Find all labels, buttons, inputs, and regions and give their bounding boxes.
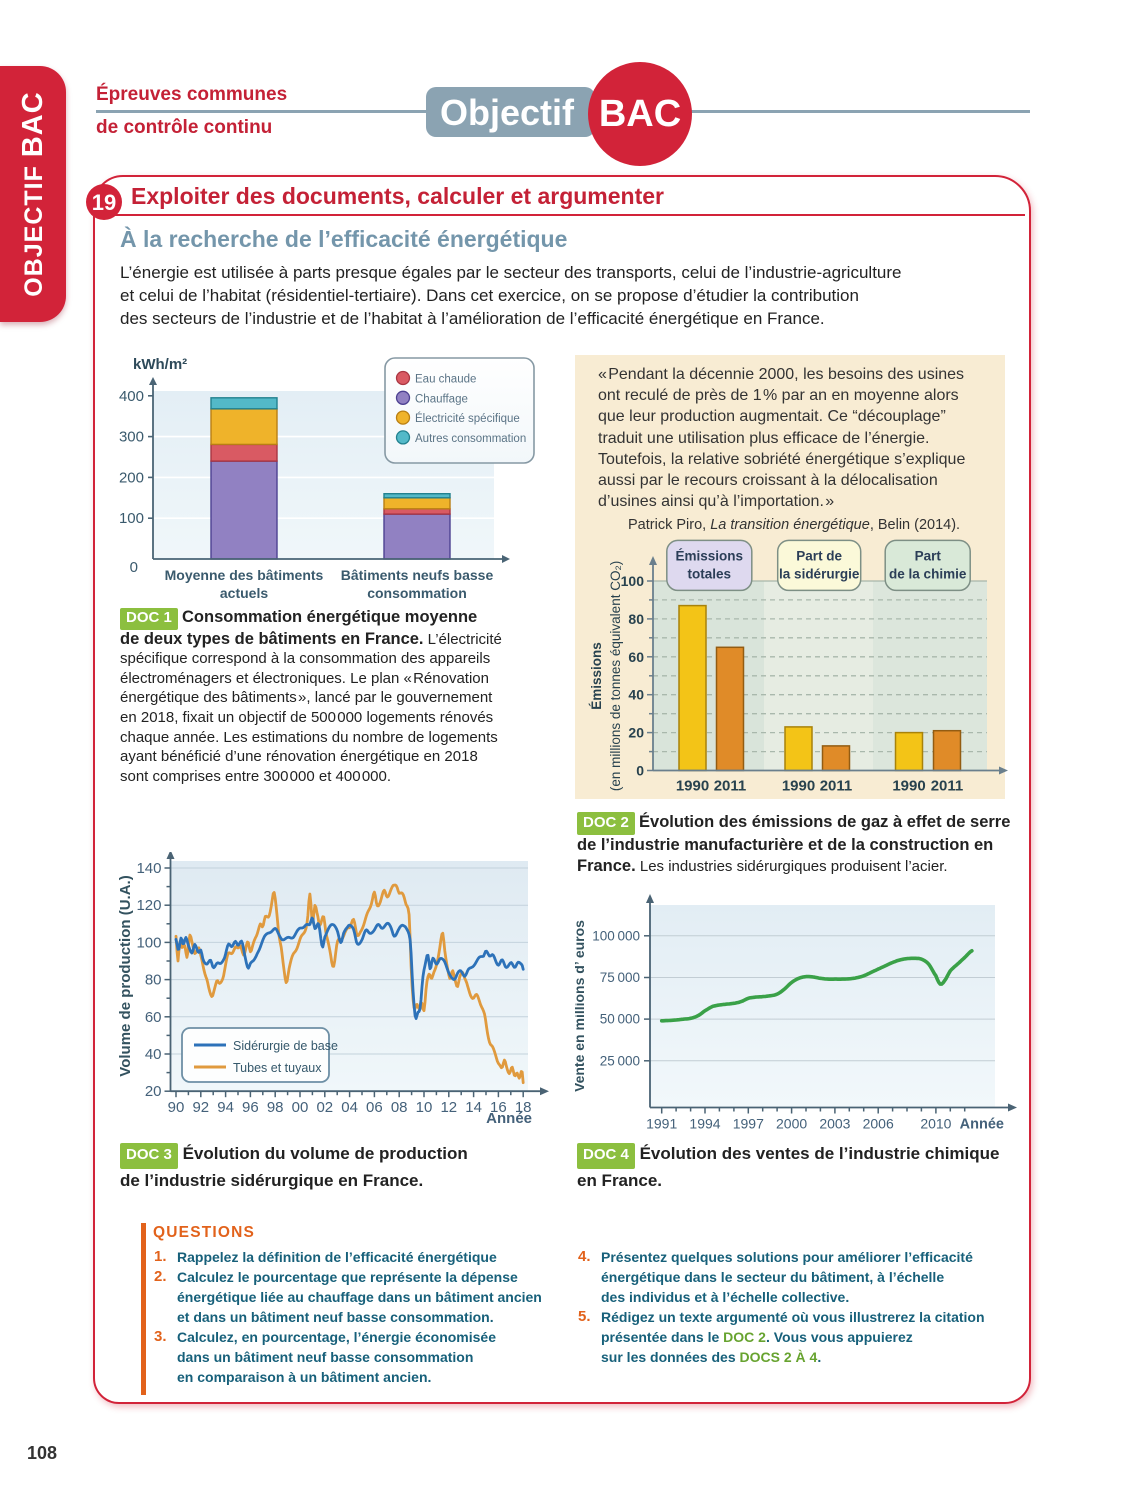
svg-text:Émissions: Émissions bbox=[676, 548, 744, 563]
svg-text:0: 0 bbox=[130, 559, 138, 576]
svg-text:08: 08 bbox=[391, 1099, 408, 1116]
svg-text:Sidérurgie de base: Sidérurgie de base bbox=[233, 1039, 338, 1053]
svg-text:12: 12 bbox=[440, 1099, 457, 1116]
svg-text:20: 20 bbox=[145, 1083, 162, 1100]
svg-text:Année: Année bbox=[486, 1110, 532, 1127]
svg-text:60: 60 bbox=[145, 1009, 162, 1026]
svg-text:40: 40 bbox=[145, 1046, 162, 1063]
svg-text:Moyenne des bâtiments: Moyenne des bâtiments bbox=[165, 567, 324, 583]
svg-text:300: 300 bbox=[119, 429, 144, 446]
svg-text:Autres consommation: Autres consommation bbox=[415, 433, 526, 445]
svg-text:200: 200 bbox=[119, 469, 144, 486]
svg-text:Bâtiments neufs basse: Bâtiments neufs basse bbox=[341, 567, 494, 583]
svg-text:2003: 2003 bbox=[819, 1116, 850, 1132]
svg-text:2011: 2011 bbox=[714, 778, 747, 795]
svg-text:Volume de production (U.A.): Volume de production (U.A.) bbox=[117, 875, 134, 1076]
svg-text:Année: Année bbox=[960, 1117, 1004, 1133]
svg-text:Eau chaude: Eau chaude bbox=[415, 374, 476, 386]
svg-text:120: 120 bbox=[136, 897, 161, 914]
svg-text:Part de: Part de bbox=[796, 548, 842, 563]
svg-text:98: 98 bbox=[267, 1099, 284, 1116]
svg-text:50 000: 50 000 bbox=[600, 1012, 640, 1027]
svg-text:20: 20 bbox=[628, 725, 644, 741]
svg-text:100 000: 100 000 bbox=[592, 928, 640, 943]
svg-text:1990: 1990 bbox=[892, 778, 925, 795]
svg-text:Électricité spécifique: Électricité spécifique bbox=[415, 412, 520, 425]
svg-text:Chauffage: Chauffage bbox=[415, 393, 468, 405]
svg-text:100: 100 bbox=[119, 510, 144, 527]
svg-text:2006: 2006 bbox=[863, 1116, 894, 1132]
svg-text:2010: 2010 bbox=[920, 1116, 951, 1132]
svg-text:2000: 2000 bbox=[776, 1116, 807, 1132]
svg-text:400: 400 bbox=[119, 388, 144, 405]
svg-text:16: 16 bbox=[490, 1099, 507, 1116]
svg-text:00: 00 bbox=[292, 1099, 309, 1116]
svg-text:25 000: 25 000 bbox=[600, 1053, 640, 1068]
svg-text:10: 10 bbox=[416, 1099, 433, 1116]
svg-text:18: 18 bbox=[515, 1099, 532, 1116]
svg-text:2011: 2011 bbox=[820, 778, 853, 795]
svg-text:kWh/m²: kWh/m² bbox=[133, 356, 187, 373]
svg-text:Tubes et tuyaux: Tubes et tuyaux bbox=[233, 1061, 322, 1075]
svg-text:totales: totales bbox=[688, 566, 732, 581]
svg-text:1990: 1990 bbox=[782, 778, 815, 795]
svg-text:de la chimie: de la chimie bbox=[889, 566, 967, 581]
svg-text:94: 94 bbox=[217, 1099, 234, 1116]
svg-text:06: 06 bbox=[366, 1099, 383, 1116]
svg-text:100: 100 bbox=[136, 934, 161, 951]
svg-text:1994: 1994 bbox=[689, 1116, 720, 1132]
svg-text:140: 140 bbox=[136, 860, 161, 877]
svg-text:1997: 1997 bbox=[733, 1116, 764, 1132]
svg-text:80: 80 bbox=[628, 611, 644, 627]
svg-text:Émissions: Émissions bbox=[589, 642, 604, 710]
svg-text:14: 14 bbox=[465, 1099, 482, 1116]
svg-text:92: 92 bbox=[192, 1099, 209, 1116]
svg-text:actuels: actuels bbox=[220, 585, 268, 601]
svg-text:0: 0 bbox=[636, 763, 644, 779]
svg-text:2011: 2011 bbox=[931, 778, 964, 795]
svg-text:100: 100 bbox=[621, 573, 645, 589]
svg-text:96: 96 bbox=[242, 1099, 259, 1116]
svg-text:04: 04 bbox=[341, 1099, 358, 1116]
svg-text:80: 80 bbox=[145, 972, 162, 989]
svg-text:40: 40 bbox=[628, 687, 644, 703]
svg-text:1991: 1991 bbox=[646, 1116, 677, 1132]
svg-text:90: 90 bbox=[168, 1099, 185, 1116]
svg-text:1990: 1990 bbox=[676, 778, 709, 795]
svg-text:Part: Part bbox=[915, 548, 942, 563]
svg-text:consommation: consommation bbox=[367, 585, 467, 601]
svg-text:la sidérurgie: la sidérurgie bbox=[779, 566, 860, 581]
svg-text:75 000: 75 000 bbox=[600, 970, 640, 985]
svg-text:(en millions de tonnes équival: (en millions de tonnes équivalent CO₂) bbox=[608, 561, 623, 791]
svg-text:02: 02 bbox=[316, 1099, 333, 1116]
svg-text:Vente en millions d’ euros: Vente en millions d’ euros bbox=[575, 920, 587, 1092]
svg-text:60: 60 bbox=[628, 649, 644, 665]
